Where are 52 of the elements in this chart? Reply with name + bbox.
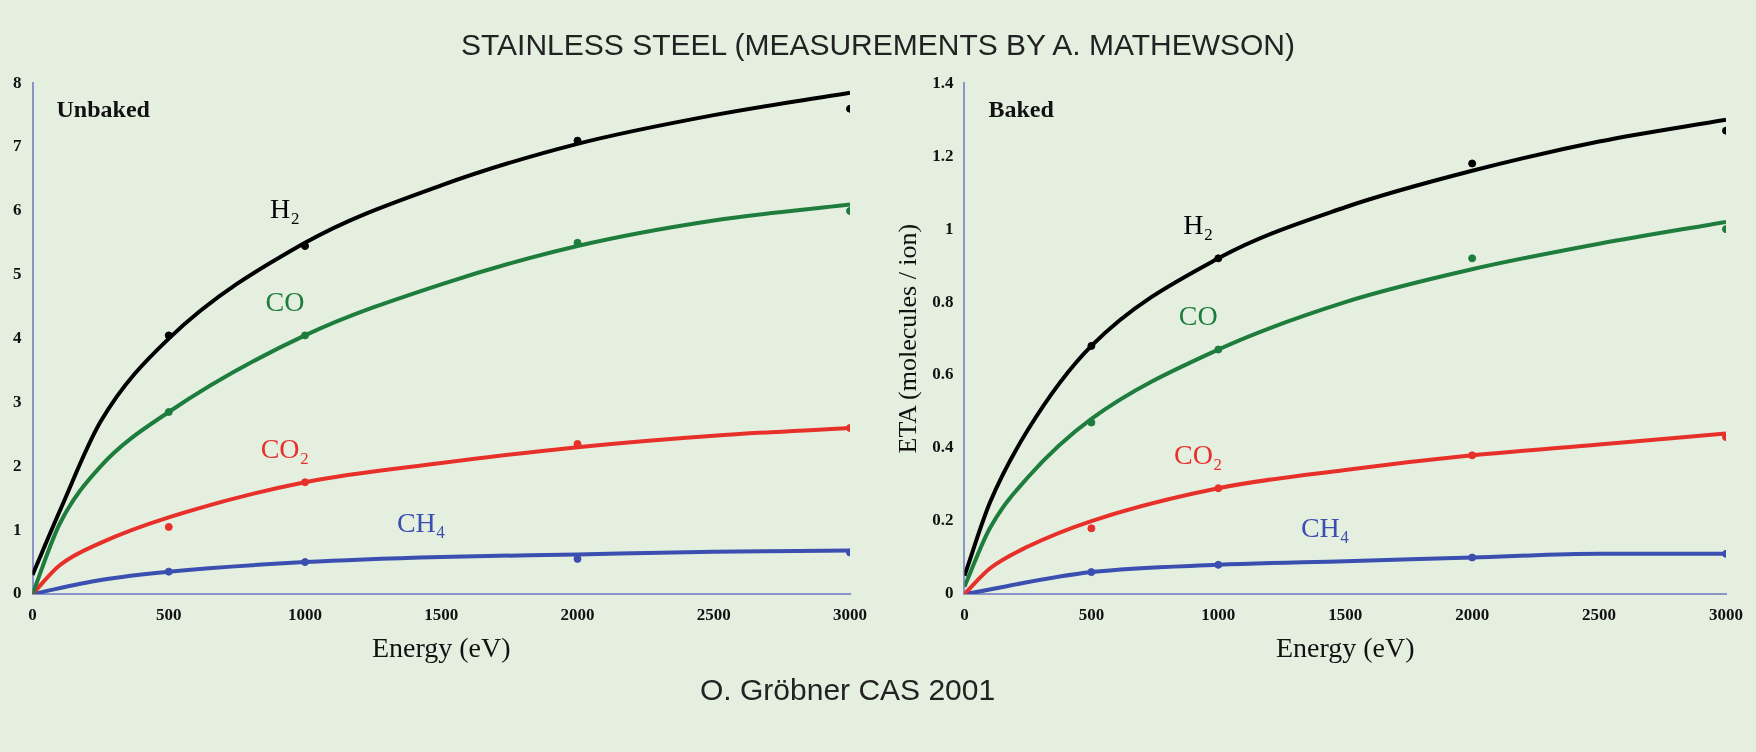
y-tick-label: 7 xyxy=(13,136,22,156)
series-label: H₂ xyxy=(1183,208,1214,240)
y-tick-label: 0.4 xyxy=(932,437,954,457)
x-tick-label: 500 xyxy=(1078,604,1105,624)
point xyxy=(1468,254,1477,263)
y-tick-label: 0.2 xyxy=(932,510,954,530)
series-label: CH₄ xyxy=(396,507,446,539)
x-axis-title: Energy (eV) xyxy=(1275,631,1415,663)
line-series xyxy=(964,117,1726,578)
y-tick-label: 0 xyxy=(13,583,22,603)
y-tick-label: 5 xyxy=(13,264,22,284)
y-axis-title: ETA (molecules / ion) xyxy=(893,223,923,454)
y-tick-label: 0.6 xyxy=(932,364,954,384)
x-tick-label: 2500 xyxy=(1582,604,1617,624)
series-label: CO₂ xyxy=(260,432,310,464)
point xyxy=(1087,524,1096,533)
y-tick-label: 0 xyxy=(944,583,954,603)
x-tick-label: 1500 xyxy=(1328,604,1363,624)
y-tick-label: 2 xyxy=(13,455,22,475)
text: O. Gröbner CAS 2001 xyxy=(700,672,997,708)
y-tick-label: 6 xyxy=(13,200,22,220)
x-axis-title: Energy (eV) xyxy=(371,631,511,663)
x-tick-label: 1500 xyxy=(424,604,459,624)
series-label: CO xyxy=(265,285,305,317)
x-tick-label: 500 xyxy=(156,604,182,624)
y-tick-label: 4 xyxy=(13,327,22,347)
x-tick-label: 2000 xyxy=(1455,604,1490,624)
x-tick-label: 0 xyxy=(28,604,37,624)
line-series xyxy=(32,90,850,577)
series-label: H₂ xyxy=(270,193,300,225)
x-tick-label: 3000 xyxy=(1709,604,1743,624)
y-tick-label: 0.8 xyxy=(932,291,954,311)
x-tick-label: 2000 xyxy=(560,604,595,624)
series-label: CO₂ xyxy=(1173,438,1223,470)
point xyxy=(164,522,173,531)
y-tick-label: 1.4 xyxy=(932,72,954,92)
y-tick-label: 8 xyxy=(13,72,22,92)
x-tick-label: 3000 xyxy=(833,604,867,624)
x-tick-label: 2500 xyxy=(696,604,731,624)
y-tick-label: 1.2 xyxy=(932,145,954,165)
series-label: CO xyxy=(1178,299,1218,331)
text: Unbaked xyxy=(56,96,151,123)
x-tick-label: 1000 xyxy=(1201,604,1236,624)
chart-title: STAINLESS STEEL (MEASUREMENTS BY A. MATHEWSON) xyxy=(459,28,1296,62)
series-label: CH₄ xyxy=(1300,511,1350,543)
text: Baked xyxy=(988,96,1055,123)
point xyxy=(1468,159,1477,168)
y-tick-label: 1 xyxy=(13,519,22,539)
x-tick-label: 1000 xyxy=(288,604,322,624)
y-tick-label: 1 xyxy=(944,218,954,238)
x-tick-label: 0 xyxy=(960,604,969,624)
y-tick-label: 3 xyxy=(13,391,22,411)
